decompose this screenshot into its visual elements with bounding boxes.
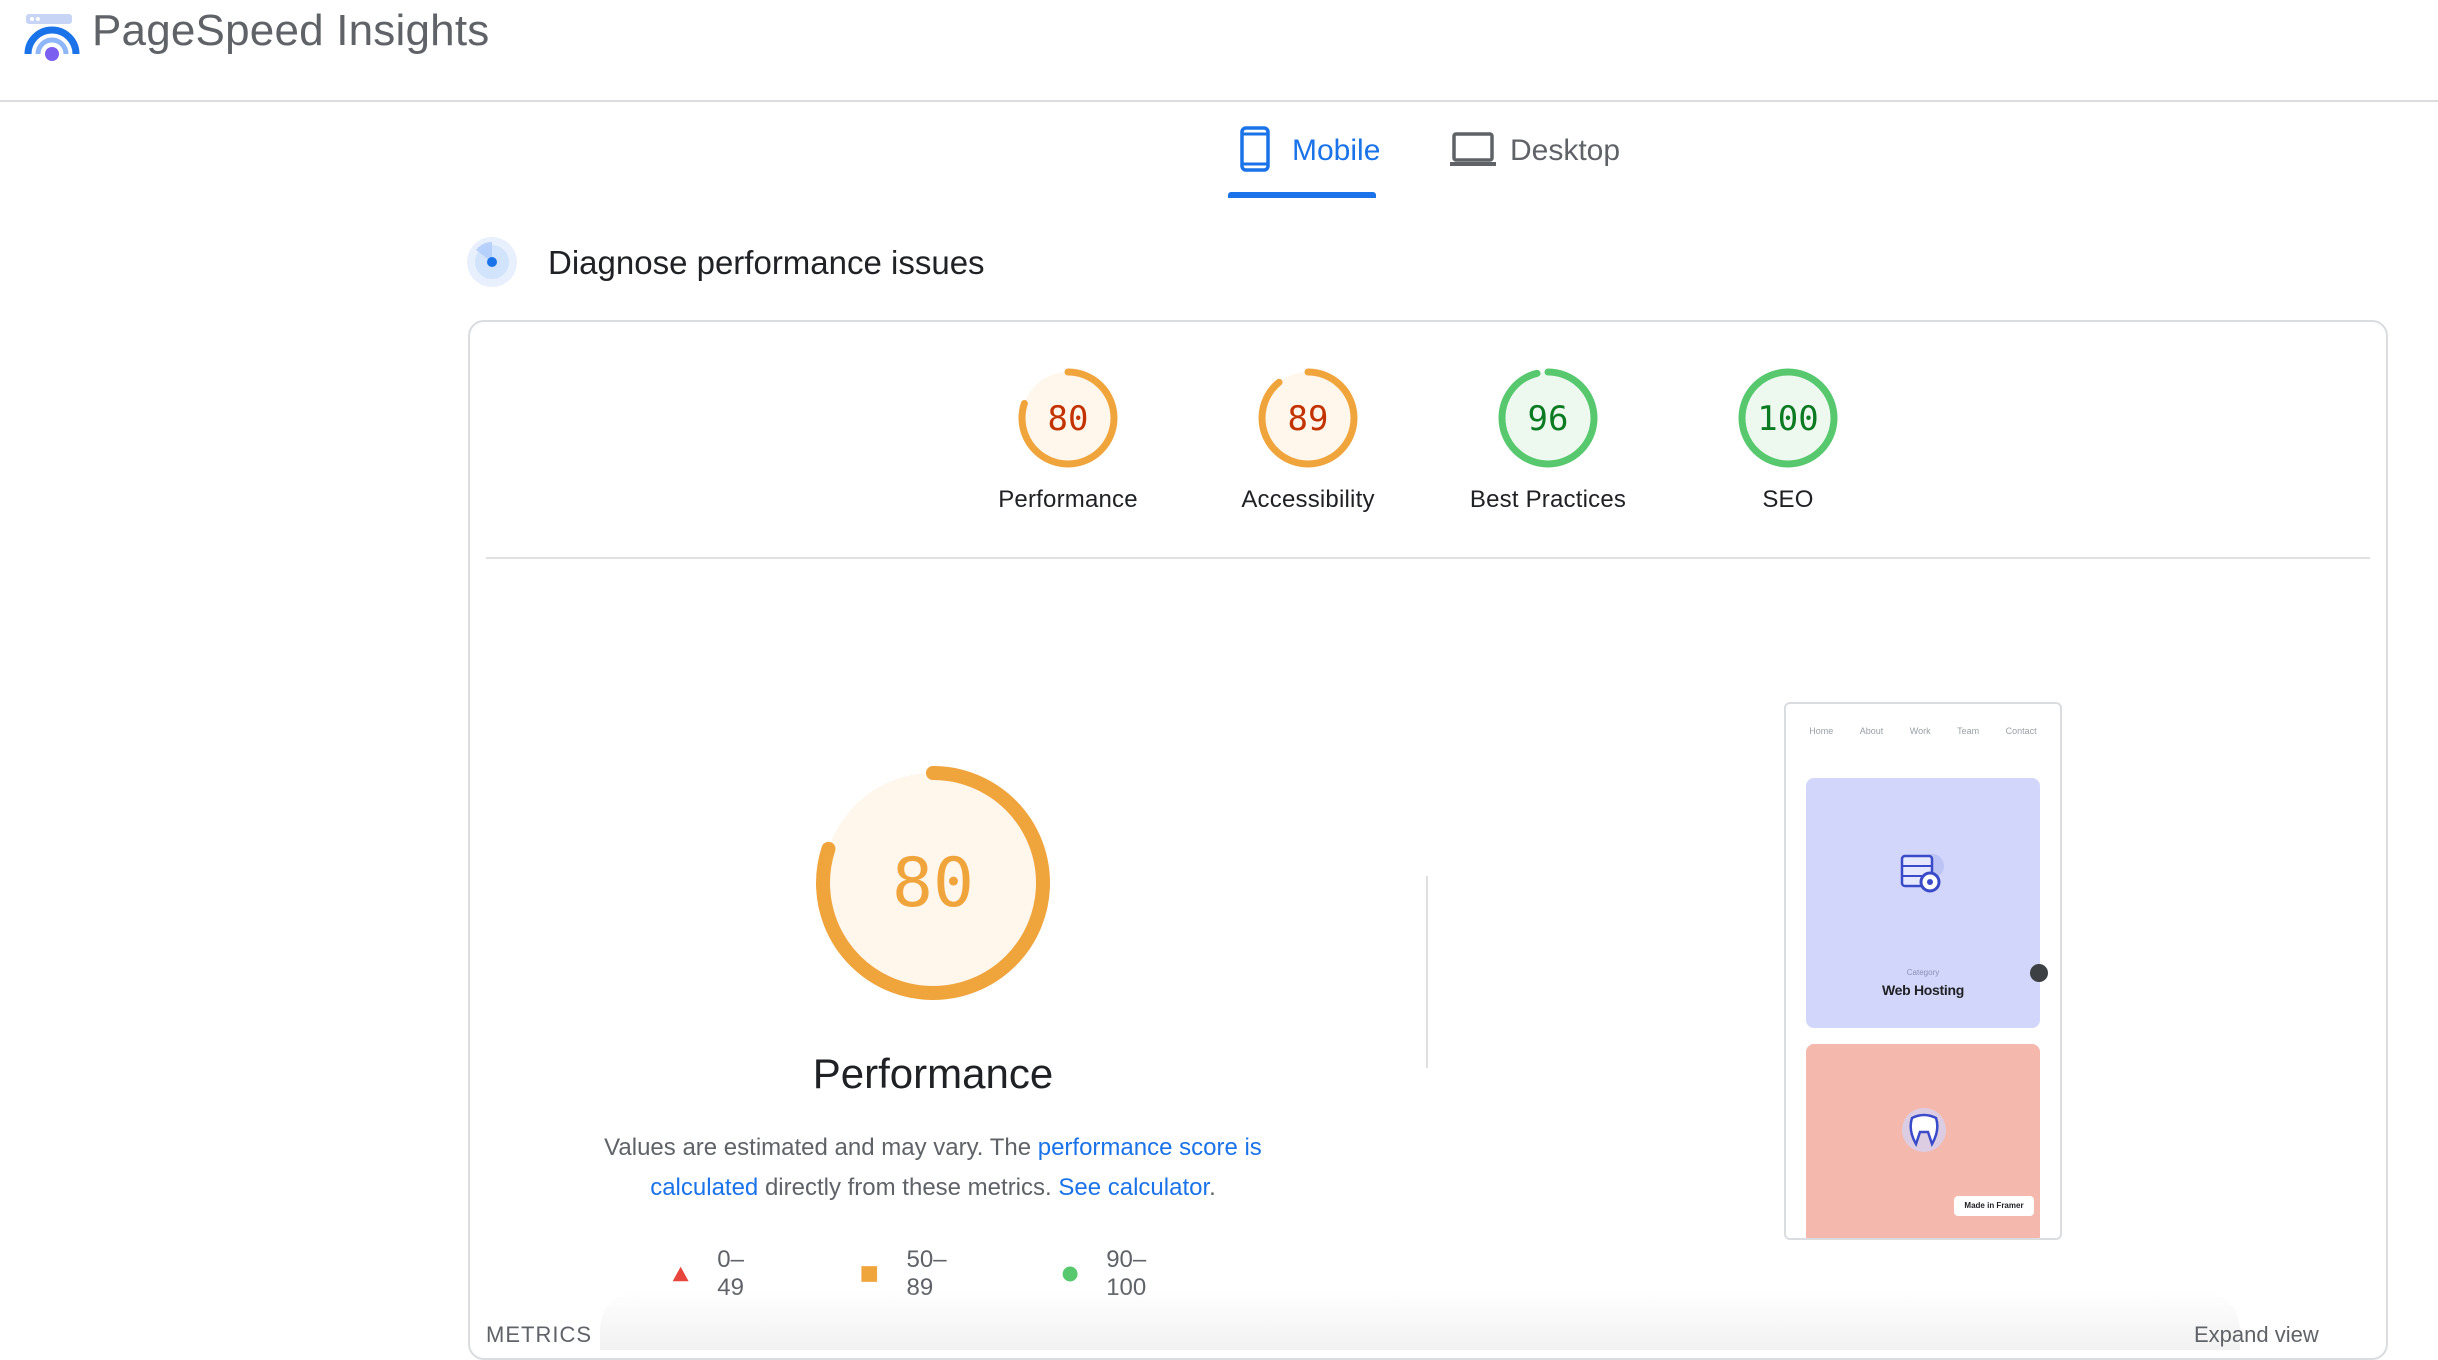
radar-icon — [466, 236, 518, 288]
made-in-framer-badge: Made in Framer — [1954, 1196, 2034, 1216]
bottom-shadow — [600, 1290, 2240, 1350]
gauge-seo-label: SEO — [1762, 486, 1814, 513]
tab-mobile[interactable]: Mobile — [1228, 118, 1381, 198]
performance-big-value: 80 — [892, 844, 974, 923]
laptop-icon — [1448, 124, 1498, 174]
circle-icon — [1062, 1266, 1078, 1282]
desc-middle: directly from these metrics. — [758, 1174, 1059, 1201]
gauge-seo-value: 100 — [1757, 399, 1818, 439]
gauge-best-practices-ring: 96 — [1498, 368, 1598, 468]
square-icon — [861, 1266, 878, 1282]
gauge-performance[interactable]: 80 Performance — [968, 366, 1168, 514]
gauge-performance-value: 80 — [1048, 399, 1089, 439]
screenshot-nav-item: Home — [1809, 726, 1834, 736]
expand-view-toggle[interactable]: Expand view — [2194, 1322, 2319, 1347]
screenshot-card-hosting: Category Web Hosting — [1806, 778, 2040, 1028]
gauge-seo[interactable]: 100 SEO — [1688, 366, 1888, 514]
see-calculator-link[interactable]: See calculator — [1058, 1174, 1210, 1201]
screenshot-nav-item: Work — [1909, 726, 1931, 736]
gauge-best-practices-label: Best Practices — [1469, 486, 1627, 513]
report-card — [468, 320, 2388, 1360]
top-header: PageSpeed Insights — [0, 0, 2438, 102]
gauge-accessibility[interactable]: 89 Accessibility — [1208, 366, 1408, 514]
gauge-accessibility-label: Accessibility — [1241, 486, 1375, 513]
screenshot-nav: Home About Work Team Contact — [1786, 726, 2060, 736]
screenshot-card-second: Made in Framer — [1806, 1044, 2040, 1238]
tab-desktop[interactable]: Desktop — [1448, 118, 1648, 198]
active-tab-indicator — [1228, 192, 1376, 198]
desc-suffix: . — [1209, 1174, 1216, 1201]
screenshot-nav-item: Team — [1957, 726, 1980, 736]
gauge-best-practices-value: 96 — [1528, 399, 1569, 439]
tooth-icon — [1902, 1108, 1946, 1152]
tab-mobile-label: Mobile — [1292, 134, 1381, 167]
gauge-accessibility-value: 89 — [1288, 399, 1329, 439]
server-gear-icon — [1900, 854, 1944, 893]
page-screenshot[interactable]: Home About Work Team Contact Category We… — [1784, 702, 2062, 1240]
app-title: PageSpeed Insights — [92, 6, 490, 55]
section-title: Diagnose performance issues — [548, 244, 985, 281]
performance-title: Performance — [812, 1050, 1054, 1097]
performance-score-link[interactable]: performance score is calculated — [650, 1134, 1262, 1201]
pagespeed-logo-icon[interactable] — [24, 10, 80, 66]
gauge-performance-ring: 80 — [1018, 368, 1118, 468]
triangle-icon — [672, 1266, 689, 1282]
screenshot-nav-item: About — [1859, 726, 1884, 736]
gauge-performance-label: Performance — [998, 486, 1138, 513]
gauge-accessibility-ring: 89 — [1258, 368, 1358, 468]
vertical-divider — [1426, 876, 1428, 1068]
tab-desktop-label: Desktop — [1510, 134, 1621, 167]
metrics-label: METRICS — [486, 1322, 592, 1347]
edit-pin-icon — [2030, 964, 2048, 982]
gauge-best-practices[interactable]: 96 Best Practices — [1448, 366, 1648, 514]
gauges-divider — [486, 557, 2370, 559]
screenshot-nav-item: Contact — [2005, 726, 2037, 736]
screenshot-category: Category — [1906, 968, 1940, 977]
screenshot-heading: Web Hosting — [1882, 982, 1964, 998]
gauge-seo-ring: 100 — [1738, 368, 1838, 468]
smartphone-icon — [1230, 124, 1280, 174]
performance-big-gauge: 80 — [808, 758, 1058, 1008]
performance-description: Values are estimated and may vary. The p… — [560, 1128, 1306, 1208]
desc-prefix: Values are estimated and may vary. The — [604, 1134, 1038, 1161]
